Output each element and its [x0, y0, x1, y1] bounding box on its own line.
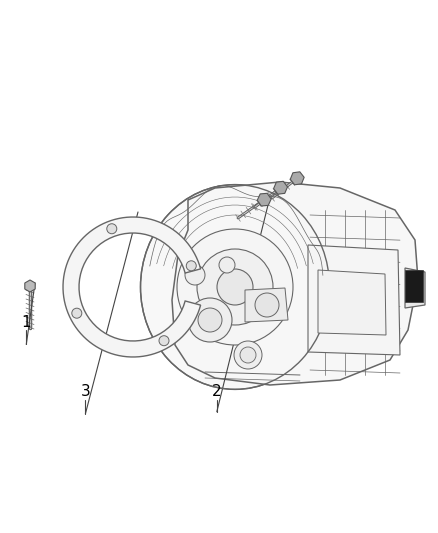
Bar	[405, 270, 423, 302]
Circle shape	[107, 224, 117, 234]
Circle shape	[186, 261, 196, 271]
Text: 1: 1	[21, 315, 31, 330]
Polygon shape	[405, 268, 425, 308]
Circle shape	[217, 269, 253, 305]
Text: 3: 3	[81, 384, 90, 399]
Circle shape	[255, 293, 279, 317]
Circle shape	[177, 229, 293, 345]
Polygon shape	[63, 217, 201, 357]
Circle shape	[234, 341, 262, 369]
Text: 2: 2	[212, 384, 222, 399]
Circle shape	[198, 308, 222, 332]
Circle shape	[72, 308, 82, 318]
Polygon shape	[308, 245, 400, 355]
Polygon shape	[318, 270, 386, 335]
Circle shape	[159, 336, 169, 346]
Circle shape	[188, 298, 232, 342]
Circle shape	[197, 249, 273, 325]
Circle shape	[240, 347, 256, 363]
Ellipse shape	[141, 184, 329, 390]
Polygon shape	[172, 182, 418, 385]
Polygon shape	[245, 288, 288, 322]
Circle shape	[185, 265, 205, 285]
Circle shape	[219, 257, 235, 273]
